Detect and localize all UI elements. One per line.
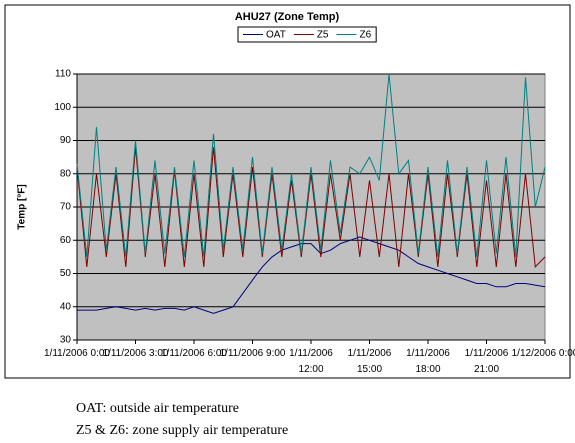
y-tick-label: 50	[60, 268, 72, 279]
legend-label: Z6	[360, 30, 372, 41]
y-tick-label: 40	[60, 301, 72, 312]
y-tick-label: 60	[60, 235, 72, 246]
series-line	[77, 236, 546, 314]
chart-title: AHU27 (Zone Temp)	[235, 11, 340, 23]
legend-label: Z5	[317, 30, 329, 41]
series-line	[76, 147, 546, 269]
y-tick-label: 110	[55, 69, 71, 80]
x-tick-label: 1/11/2006 3:00	[102, 348, 169, 359]
legend-label: OAT	[266, 30, 286, 41]
x-tick-label: 1/11/2006 15:00	[347, 348, 392, 375]
y-tick-label: 70	[60, 202, 72, 213]
note: OAT: outside air temperature	[76, 401, 239, 416]
series-line	[76, 73, 546, 257]
x-tick-label: 1/11/2006 21:00	[464, 348, 509, 375]
x-tick-label: 1/12/2006 0:00	[511, 348, 575, 359]
note: Z5 & Z6: zone supply air temperature	[76, 423, 289, 438]
y-tick-label: 100	[54, 102, 71, 113]
y-tick-label: 30	[60, 335, 72, 346]
x-tick-label: 1/11/2006 6:00	[161, 348, 227, 359]
x-tick-label: 1/11/2006 12:00	[289, 348, 333, 375]
y-tick-label: 80	[60, 168, 72, 179]
y-axis-title: Temp [°F]	[17, 184, 28, 229]
x-tick-label: 1/11/2006 0:00	[44, 348, 110, 359]
x-tick-label: 1/11/2006 18:00	[406, 348, 450, 375]
y-tick-label: 90	[60, 135, 72, 146]
x-tick-label: 1/11/2006 9:00	[219, 348, 286, 359]
